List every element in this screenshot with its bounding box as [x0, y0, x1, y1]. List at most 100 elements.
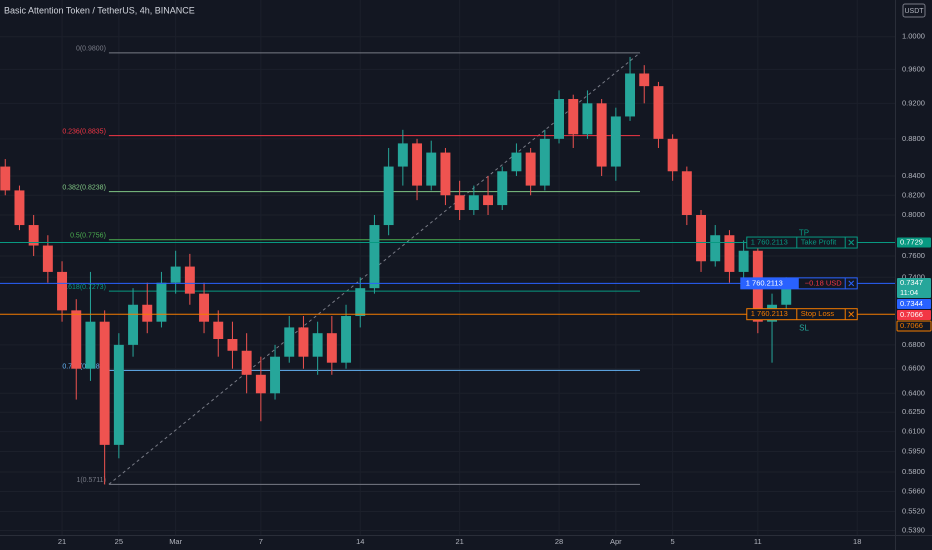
- fib-label: 0.382(0.8238): [62, 184, 106, 191]
- candle-body: [539, 138, 550, 186]
- candle-body: [355, 288, 366, 317]
- candle-body: [128, 304, 139, 345]
- candle-body: [610, 116, 621, 167]
- candle-body: [454, 195, 465, 211]
- x-tick-label: 25: [115, 537, 123, 546]
- currency[interactable]: USDT: [904, 8, 924, 15]
- price-mark-label: 0.7066: [900, 321, 923, 330]
- x-tick-label: 14: [356, 537, 364, 546]
- x-tick-label: 28: [555, 537, 563, 546]
- y-tick-label: 0.9200: [902, 98, 925, 107]
- y-tick-label: 0.7600: [902, 251, 925, 260]
- fib-label: 0.5(0.7756): [70, 233, 106, 240]
- candle-body: [57, 271, 68, 311]
- candle-body: [0, 166, 11, 191]
- x-tick-label: 21: [455, 537, 463, 546]
- candle-body: [284, 327, 295, 357]
- candle-body: [99, 321, 110, 445]
- x-tick-label: 11: [754, 537, 762, 546]
- candle-body: [724, 235, 735, 272]
- candle-body: [596, 103, 607, 167]
- candle-body: [738, 250, 749, 272]
- y-tick-label: 0.8400: [902, 171, 925, 180]
- y-tick-label: 0.6800: [902, 340, 925, 349]
- candle-body: [568, 98, 579, 135]
- price-mark-bg: [897, 237, 931, 248]
- stop_loss-tag: SL: [799, 323, 809, 332]
- candle-body: [781, 282, 792, 305]
- candle-body: [298, 327, 309, 357]
- candle-body: [341, 316, 352, 363]
- y-tick-label: 0.6600: [902, 364, 925, 373]
- price-mark-label: 0.7066: [900, 310, 923, 319]
- candle-body: [142, 304, 153, 322]
- candle-body: [383, 166, 394, 226]
- entry-qty: 1 760.2113: [746, 278, 783, 287]
- take_profit-tag: TP: [799, 229, 809, 238]
- candle-body: [426, 152, 437, 186]
- fib-label: 0.786(0.6586): [62, 363, 106, 370]
- take_profit-label: Take Profit: [801, 238, 837, 247]
- fib-label: 0.236(0.8835): [62, 129, 106, 136]
- candle-body: [412, 143, 423, 186]
- candle-body: [639, 73, 650, 87]
- candle-body: [397, 143, 408, 167]
- price-mark-label: 0.7729: [900, 238, 923, 247]
- candle-body: [213, 321, 224, 340]
- candle-body: [667, 138, 678, 172]
- price-mark-bg: [897, 310, 931, 321]
- x-tick-label: Apr: [610, 537, 622, 546]
- plot: 0(0.9800) 0.236(0.8835) 0.382(0.8238) 0.5(0…: [0, 46, 895, 485]
- y-tick-label: 0.5660: [902, 486, 925, 495]
- candle-body: [483, 195, 494, 206]
- candle-body: [113, 344, 124, 445]
- y-tick-label: 0.7400: [902, 272, 925, 281]
- y-tick-label: 0.6250: [902, 407, 925, 416]
- stop_loss-qty: 1 760.2113: [751, 309, 788, 318]
- candle-body: [28, 225, 39, 246]
- candle-body: [184, 266, 195, 294]
- candle-body: [681, 171, 692, 216]
- candle-body: [554, 98, 565, 139]
- candle-body: [199, 293, 210, 322]
- price-mark-label: 0.7344: [900, 299, 923, 308]
- y-tick-label: 0.5950: [902, 447, 925, 456]
- candle-body: [42, 245, 53, 272]
- close-icon[interactable]: [848, 239, 855, 246]
- y-tick-label: 0.8000: [902, 210, 925, 219]
- take_profit-qty: 1 760.2113: [751, 238, 788, 247]
- y-tick-label: 1.0000: [902, 32, 925, 41]
- candle-body: [440, 152, 451, 196]
- y-tick-label: 0.6100: [902, 427, 925, 436]
- currency-box[interactable]: [902, 3, 926, 18]
- stop_loss-box[interactable]: [746, 308, 858, 321]
- candle-body: [326, 333, 337, 363]
- candle-body: [14, 190, 25, 226]
- fib-label: 1(0.5711): [76, 477, 105, 484]
- close-icon[interactable]: [848, 311, 855, 318]
- y-tick-label: 0.6400: [902, 388, 925, 397]
- entry-qty-bg: [740, 277, 799, 289]
- candle-body: [653, 86, 664, 139]
- x-tick-label: 21: [58, 537, 66, 546]
- x-tick-label: 7: [259, 537, 263, 546]
- x-tick-label: 5: [671, 537, 675, 546]
- y-tick-label: 0.9600: [902, 64, 925, 73]
- candle-body: [582, 103, 593, 135]
- y-tick-label: 0.5390: [902, 526, 925, 535]
- candle-body: [369, 225, 380, 289]
- x-tick-label: Mar: [169, 537, 182, 546]
- candle-body: [525, 152, 536, 186]
- take_profit-box[interactable]: [746, 236, 858, 249]
- candle-body: [312, 333, 323, 357]
- fib-label: 0.618(0.7273): [62, 284, 106, 291]
- candle-body: [511, 152, 522, 172]
- candle-body: [85, 321, 96, 369]
- y-tick-label: 0.5800: [902, 467, 925, 476]
- y-tick-label: 0.5520: [902, 506, 925, 515]
- price-mark-bg: [897, 299, 931, 310]
- stop_loss-label: Stop Loss: [801, 309, 835, 318]
- close-icon[interactable]: [848, 280, 855, 287]
- candle-body: [468, 195, 479, 211]
